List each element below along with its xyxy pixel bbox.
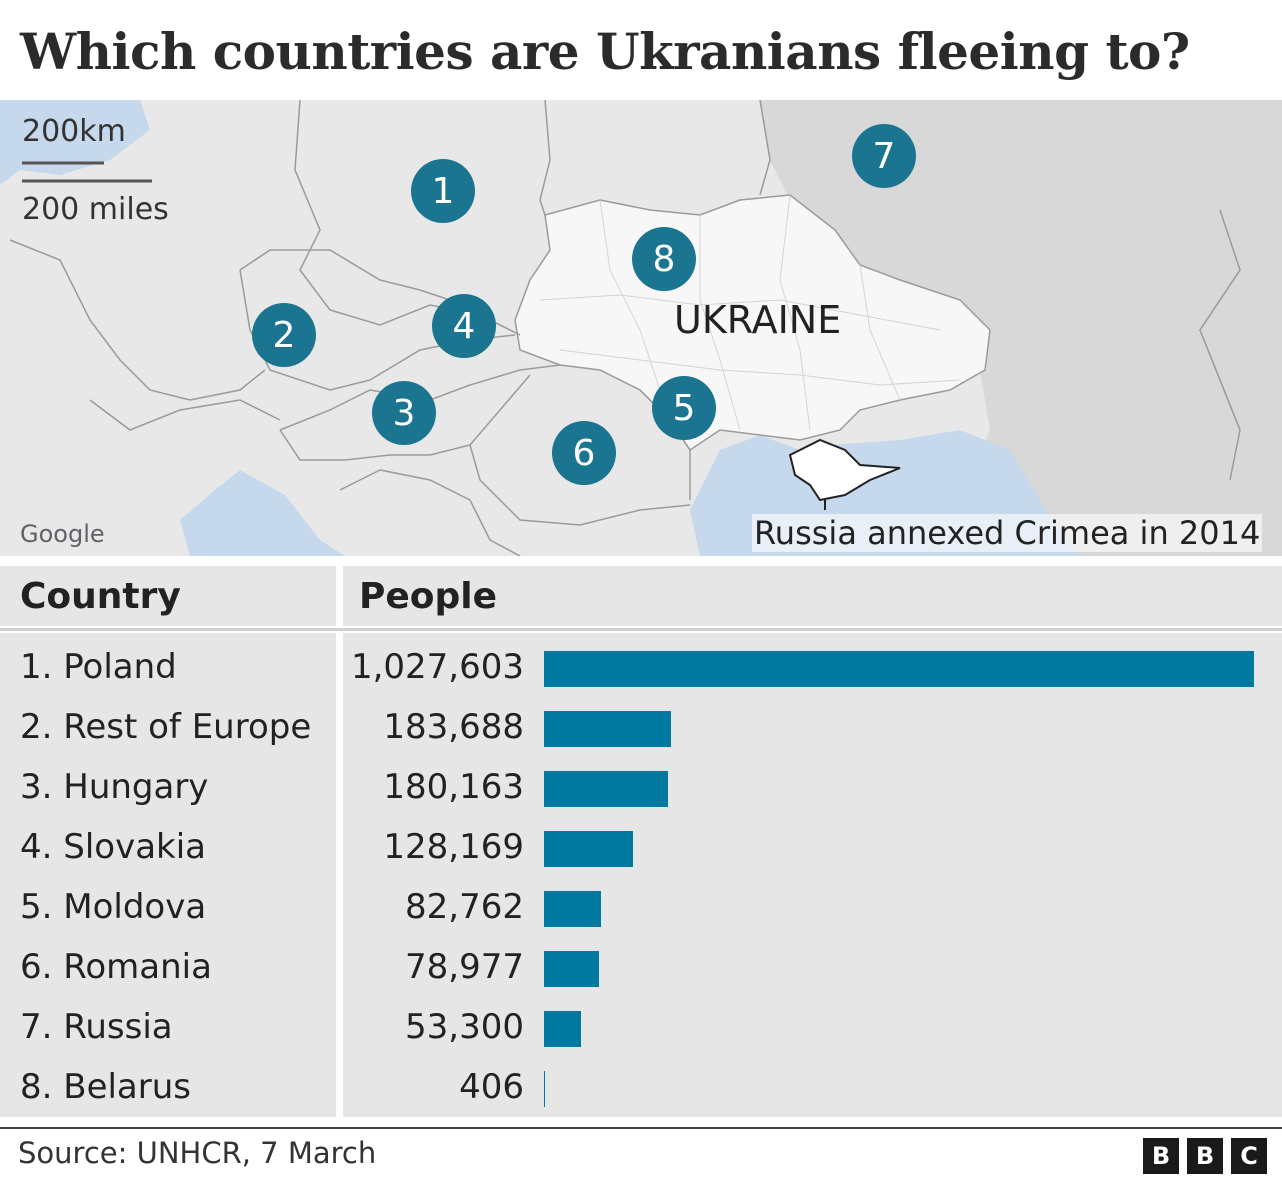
header-people: People xyxy=(343,566,1282,626)
marker-4: 4 xyxy=(432,294,496,358)
row-country-label: 7. Russia xyxy=(20,1007,173,1047)
bar xyxy=(544,831,633,867)
crimea-note: Russia annexed Crimea in 2014 xyxy=(752,514,1263,552)
marker-7: 7 xyxy=(852,124,916,188)
people-column xyxy=(343,633,1282,1117)
bar xyxy=(544,1011,581,1047)
row-country-label: 8. Belarus xyxy=(20,1067,192,1107)
row-value-label: 1,027,603 xyxy=(350,647,524,687)
row-country-label: 3. Hungary xyxy=(20,767,209,807)
map-graphic xyxy=(0,100,1282,556)
bar xyxy=(544,951,599,987)
bar xyxy=(544,1071,545,1107)
bar xyxy=(544,771,669,807)
bar xyxy=(544,711,671,747)
marker-6: 6 xyxy=(552,421,616,485)
refugee-map: 200km 200 miles UKRAINE Google Russia an… xyxy=(0,100,1282,556)
row-value-label: 183,688 xyxy=(383,707,524,747)
ukraine-label: UKRAINE xyxy=(674,298,842,342)
row-value-label: 82,762 xyxy=(405,887,524,927)
scale-miles-label: 200 miles xyxy=(22,192,169,227)
row-country-label: 6. Romania xyxy=(20,947,212,987)
row-value-label: 53,300 xyxy=(405,1007,524,1047)
marker-1: 1 xyxy=(411,159,475,223)
google-credit: Google xyxy=(20,520,105,548)
row-country-label: 4. Slovakia xyxy=(20,827,207,867)
row-country-label: 2. Rest of Europe xyxy=(20,707,312,747)
header-divider xyxy=(0,628,1282,631)
scale-km-label: 200km xyxy=(22,114,126,149)
marker-8: 8 xyxy=(632,227,696,291)
row-value-label: 128,169 xyxy=(383,827,524,867)
marker-3: 3 xyxy=(372,381,436,445)
chart-title: Which countries are Ukranians fleeing to… xyxy=(20,22,1190,81)
marker-2: 2 xyxy=(252,303,316,367)
bar xyxy=(544,651,1254,687)
bar xyxy=(544,891,602,927)
footer-divider xyxy=(0,1127,1282,1129)
bbc-logo-letter: B xyxy=(1143,1138,1179,1174)
source-note: Source: UNHCR, 7 March xyxy=(18,1136,377,1170)
row-value-label: 78,977 xyxy=(405,947,524,987)
bbc-logo: B B C xyxy=(1143,1138,1267,1174)
row-country-label: 5. Moldova xyxy=(20,887,207,927)
bbc-logo-letter: C xyxy=(1231,1138,1267,1174)
marker-5: 5 xyxy=(652,376,716,440)
header-country: Country xyxy=(0,566,336,626)
row-value-label: 180,163 xyxy=(383,767,524,807)
row-country-label: 1. Poland xyxy=(20,647,177,687)
country-column xyxy=(0,633,336,1117)
bbc-logo-letter: B xyxy=(1187,1138,1223,1174)
row-value-label: 406 xyxy=(459,1067,524,1107)
